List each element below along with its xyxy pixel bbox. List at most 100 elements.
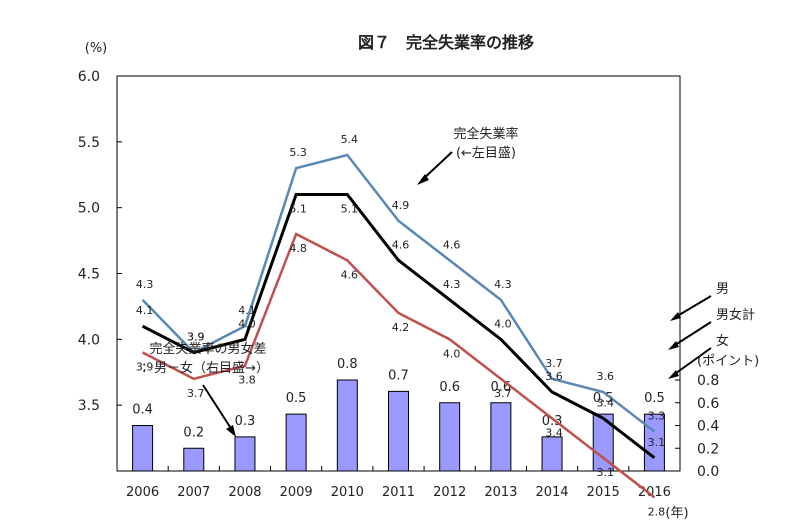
- data-label-female: 4.2: [392, 321, 410, 334]
- series-line-male: [141, 153, 656, 433]
- left-tick-label: 4.0: [78, 332, 100, 348]
- gap-annotation-line1: 完全失業率の男女差: [149, 341, 266, 357]
- x-tick-label: 2011: [382, 485, 415, 500]
- chart-title: 図７ 完全失業率の推移: [358, 33, 534, 52]
- gap-bar: [490, 402, 512, 472]
- gap-arrowhead: [226, 425, 236, 437]
- data-label-male: 4.6: [443, 238, 461, 251]
- data-label-male: 3.3: [648, 410, 666, 423]
- left-axis: 3.5 4.0 4.5 5.0 5.5 6.0: [78, 69, 122, 414]
- data-labels: 4.33.94.15.35.44.94.64.33.73.63.34.13.94…: [136, 133, 665, 518]
- gap-bar-label: 0.5: [644, 391, 665, 406]
- gap-bar: [285, 413, 307, 472]
- gap-bar: [592, 413, 614, 472]
- gap-annotation-line2: ：男－女（右目盛→）: [141, 360, 269, 376]
- gap-bar-label: 0.7: [388, 368, 409, 383]
- data-label-female: 3.7: [494, 387, 512, 400]
- data-label-female: 4.8: [289, 242, 307, 255]
- gap-bar: [234, 436, 256, 472]
- data-label-total: 3.9: [187, 331, 205, 344]
- gap-bar-label: 0.3: [235, 414, 256, 429]
- data-label-male: 5.3: [289, 146, 307, 159]
- legend-male: 男: [716, 282, 729, 297]
- x-tick-label: 2013: [484, 485, 517, 500]
- gap-bar-label: 0.4: [132, 403, 153, 418]
- data-label-male: 3.9: [187, 331, 205, 344]
- data-label-total: 4.0: [494, 317, 512, 330]
- gap-bar-label: 0.3: [542, 414, 563, 429]
- data-label-female: 3.7: [187, 387, 205, 400]
- data-label-male: 3.7: [545, 357, 563, 370]
- gap-bar-label: 0.5: [286, 391, 307, 406]
- data-label-female: 2.8: [648, 505, 666, 518]
- right-axis: 0.0 0.2 0.4 0.6 0.8: [675, 373, 719, 480]
- x-tick-label: 2010: [331, 485, 364, 500]
- data-label-total: 4.1: [136, 304, 154, 317]
- data-label-female: 3.9: [136, 361, 154, 374]
- data-label-total: 4.0: [238, 317, 256, 330]
- data-label-female: 3.8: [238, 374, 256, 387]
- gap-bar: [132, 425, 154, 472]
- total-rate-annotation-line1: 完全失業率: [453, 126, 518, 142]
- data-label-female: 3.1: [596, 466, 614, 479]
- data-label-total: 4.6: [392, 238, 410, 251]
- data-label-female: 4.6: [341, 268, 359, 281]
- x-tick-label: 2009: [280, 485, 313, 500]
- left-tick-label: 3.5: [78, 398, 100, 414]
- right-tick-label: 0.8: [697, 373, 719, 389]
- gap-bar-label: 0.6: [439, 380, 460, 395]
- x-tick-label: 2016: [638, 485, 671, 500]
- gap-bar: [336, 379, 358, 472]
- gap-bars: 0.40.20.30.50.80.70.6 0.60.30.5 0.5: [132, 357, 665, 472]
- right-tick-label: 0.0: [697, 464, 719, 480]
- right-tick-label: 0.2: [697, 441, 719, 457]
- legend-total-arrowhead: [668, 341, 679, 350]
- data-label-total: 5.1: [289, 203, 307, 216]
- data-label-total: 3.4: [596, 396, 614, 409]
- legend-male-arrowhead: [670, 312, 681, 321]
- x-tick-label: 2014: [535, 485, 568, 500]
- gap-bar: [183, 447, 205, 472]
- data-label-female: 3.4: [545, 426, 563, 439]
- data-label-male: 3.6: [596, 370, 614, 383]
- x-axis-unit: (年): [665, 506, 688, 521]
- right-tick-label: 0.4: [697, 419, 719, 435]
- right-tick-label: 0.6: [697, 396, 719, 412]
- x-tick-label: 2012: [433, 485, 466, 500]
- data-label-male: 4.3: [136, 278, 154, 291]
- legend-total-arrow: [671, 321, 712, 348]
- data-label-total: 5.1: [341, 203, 359, 216]
- rate-lines: [141, 153, 656, 499]
- data-label-male: 4.1: [238, 304, 256, 317]
- data-label-total: 3.6: [545, 370, 563, 383]
- data-label-male: 4.9: [392, 199, 410, 212]
- legend-total: 男女計: [716, 307, 755, 323]
- total-rate-annotation-line2: (←左目盛): [456, 146, 516, 161]
- gap-bar: [439, 402, 461, 472]
- left-tick-label: 5.5: [78, 135, 100, 151]
- gap-bar-label: 0.2: [183, 425, 204, 440]
- gap-bar: [388, 390, 409, 472]
- total-rate-arrowhead: [417, 174, 429, 185]
- legend-female-arrow: [671, 347, 712, 377]
- series-line-total: [141, 193, 656, 460]
- left-tick-label: 5.0: [78, 201, 100, 217]
- x-tick-label: 2015: [587, 485, 620, 500]
- left-tick-label: 6.0: [78, 69, 100, 85]
- x-axis: 2006 2007 2008 2009 2010 2011 2012 2013 2014 2015…: [116, 466, 681, 500]
- x-tick-label: 2007: [177, 485, 210, 500]
- legend-female-arrowhead: [668, 370, 679, 379]
- x-tick-label: 2006: [126, 485, 159, 500]
- data-label-female: 4.0: [443, 347, 461, 360]
- gap-bar: [541, 436, 563, 472]
- left-tick-label: 4.5: [78, 267, 100, 283]
- data-label-male: 5.4: [341, 133, 359, 146]
- legend-male-arrow: [673, 295, 712, 319]
- data-label-male: 4.3: [494, 278, 512, 291]
- x-tick-label: 2008: [228, 485, 261, 500]
- left-axis-unit: (%): [85, 41, 108, 56]
- legend-female: 女: [716, 333, 729, 349]
- gap-arrow: [202, 384, 233, 431]
- data-label-total: 4.3: [443, 278, 461, 291]
